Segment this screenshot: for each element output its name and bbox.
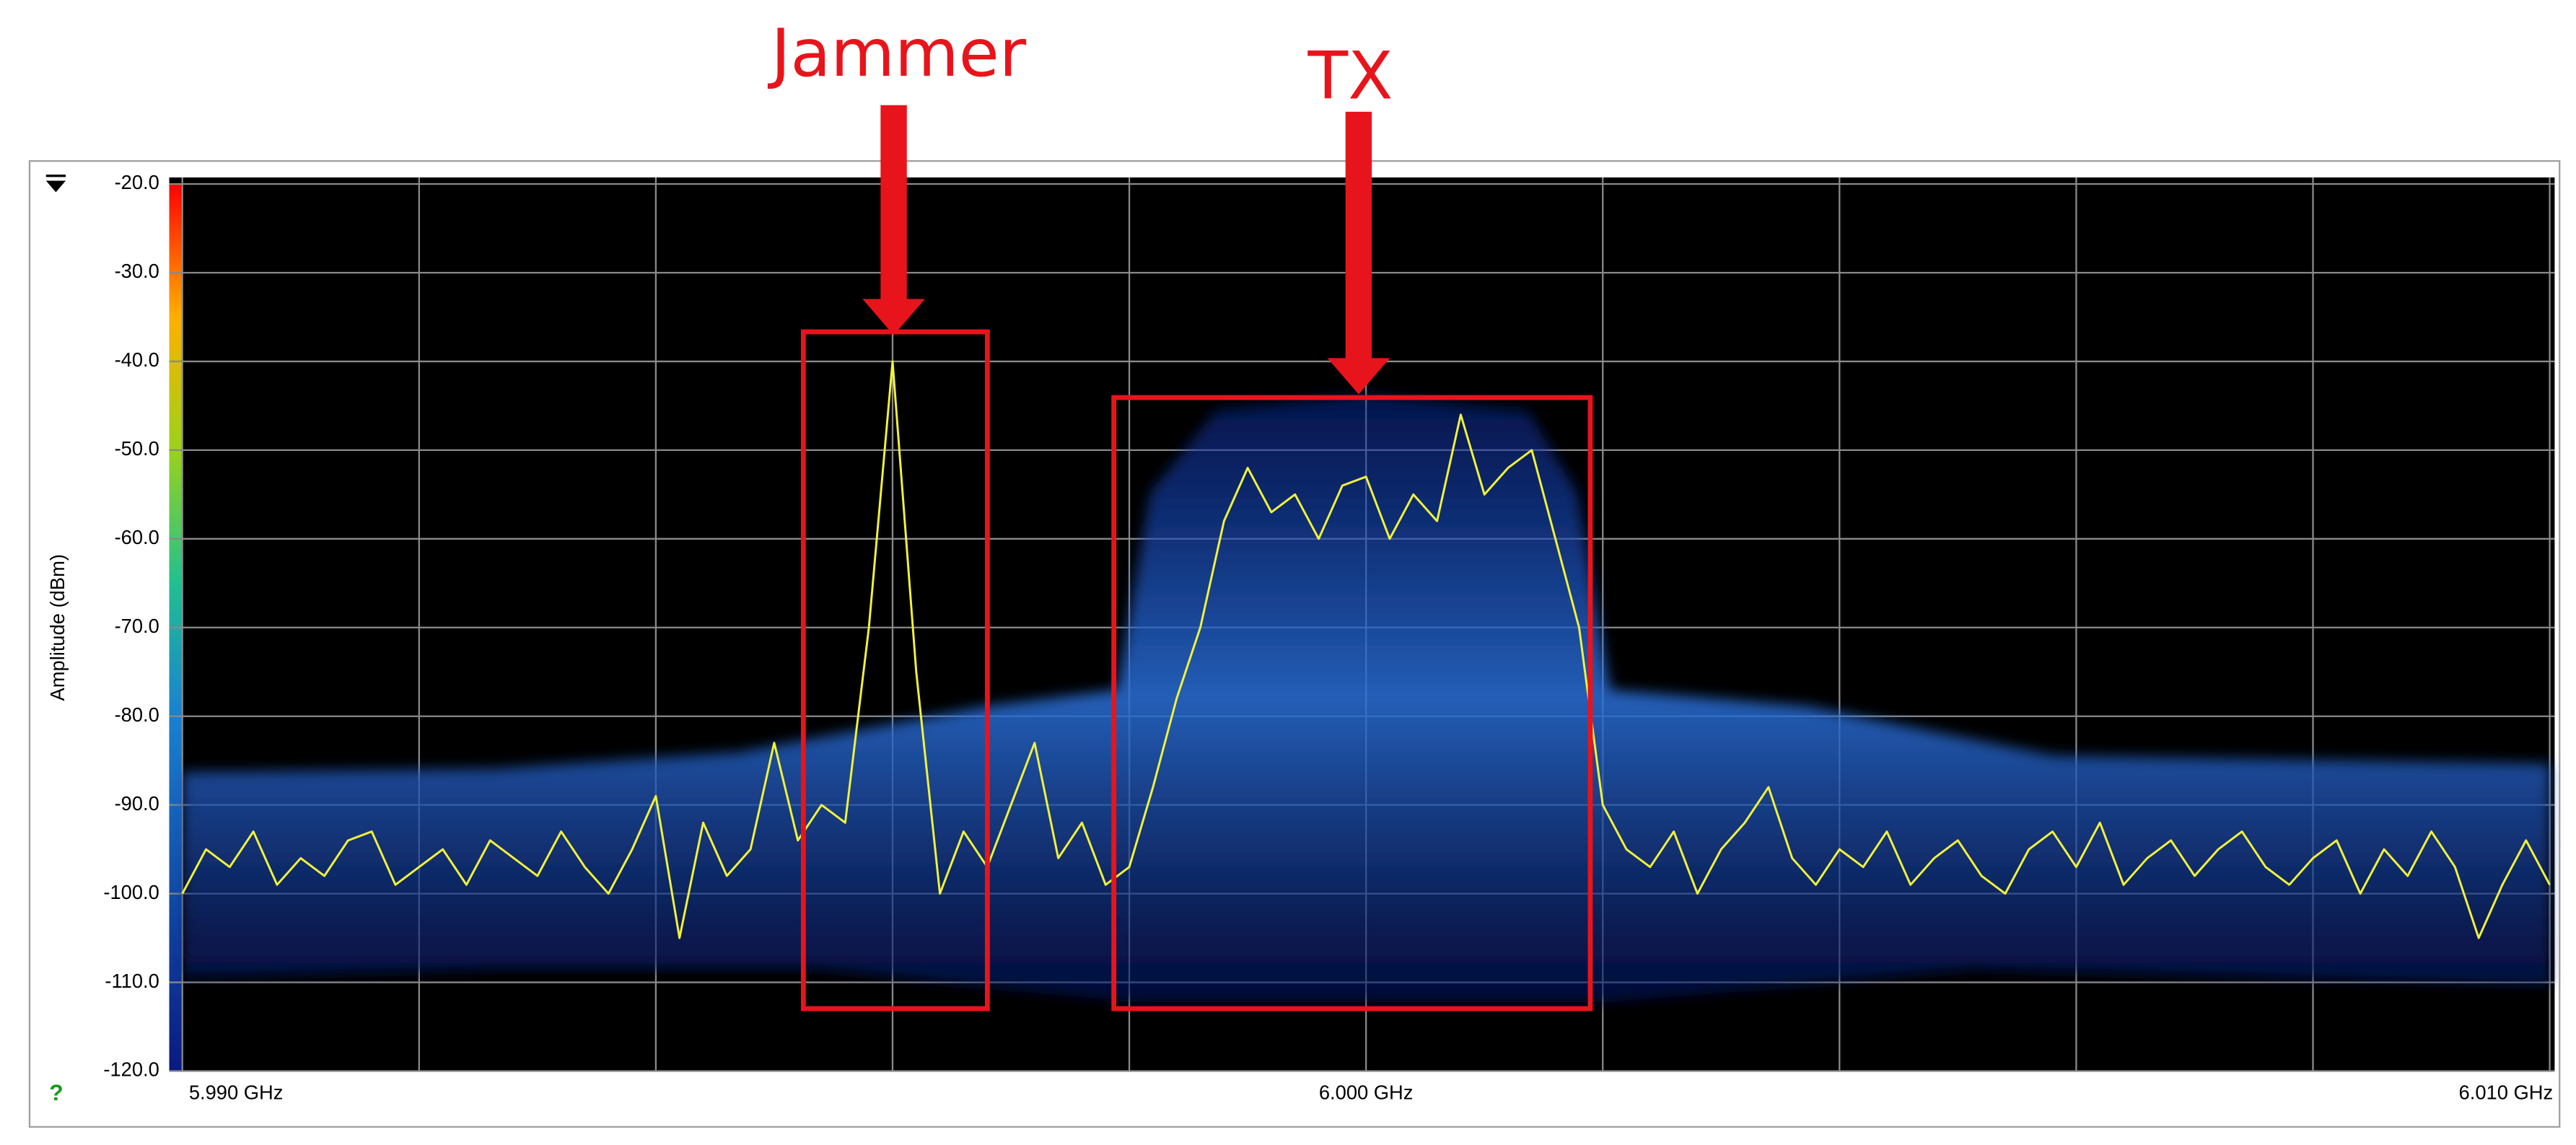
y-tick-label: -100.0 <box>103 881 159 903</box>
y-axis-label: Amplitude (dBm) <box>46 554 69 701</box>
y-tick-label: -20.0 <box>115 171 159 193</box>
jammer-arrow <box>862 105 925 335</box>
tx-arrow <box>1327 111 1390 395</box>
y-tick-label: -60.0 <box>115 526 159 548</box>
x-tick-label: 6.000 GHz <box>1319 1082 1414 1104</box>
marks <box>181 360 2551 939</box>
y-tick-label: -120.0 <box>103 1058 159 1081</box>
density-trace <box>182 394 2550 1002</box>
x-tick-label: 6.010 GHz <box>2459 1082 2554 1104</box>
y-tick-label: -70.0 <box>115 615 159 637</box>
y-tick-label: -50.0 <box>115 437 159 460</box>
y-tick-label: -80.0 <box>115 703 159 726</box>
x-tick-label: 5.990 GHz <box>189 1082 284 1104</box>
dropdown-icon[interactable] <box>45 180 66 193</box>
annotation: TX <box>1307 38 1393 115</box>
trace-line <box>181 360 2551 939</box>
tx-box <box>1111 395 1593 1012</box>
help-icon[interactable]: ? <box>49 1079 63 1105</box>
y-tick-label: -90.0 <box>115 792 159 815</box>
y-tick-label: -40.0 <box>115 348 159 371</box>
y-tick-label: -30.0 <box>115 260 159 282</box>
annotation: Jammer <box>768 15 1027 92</box>
y-tick-label: -110.0 <box>105 970 159 992</box>
